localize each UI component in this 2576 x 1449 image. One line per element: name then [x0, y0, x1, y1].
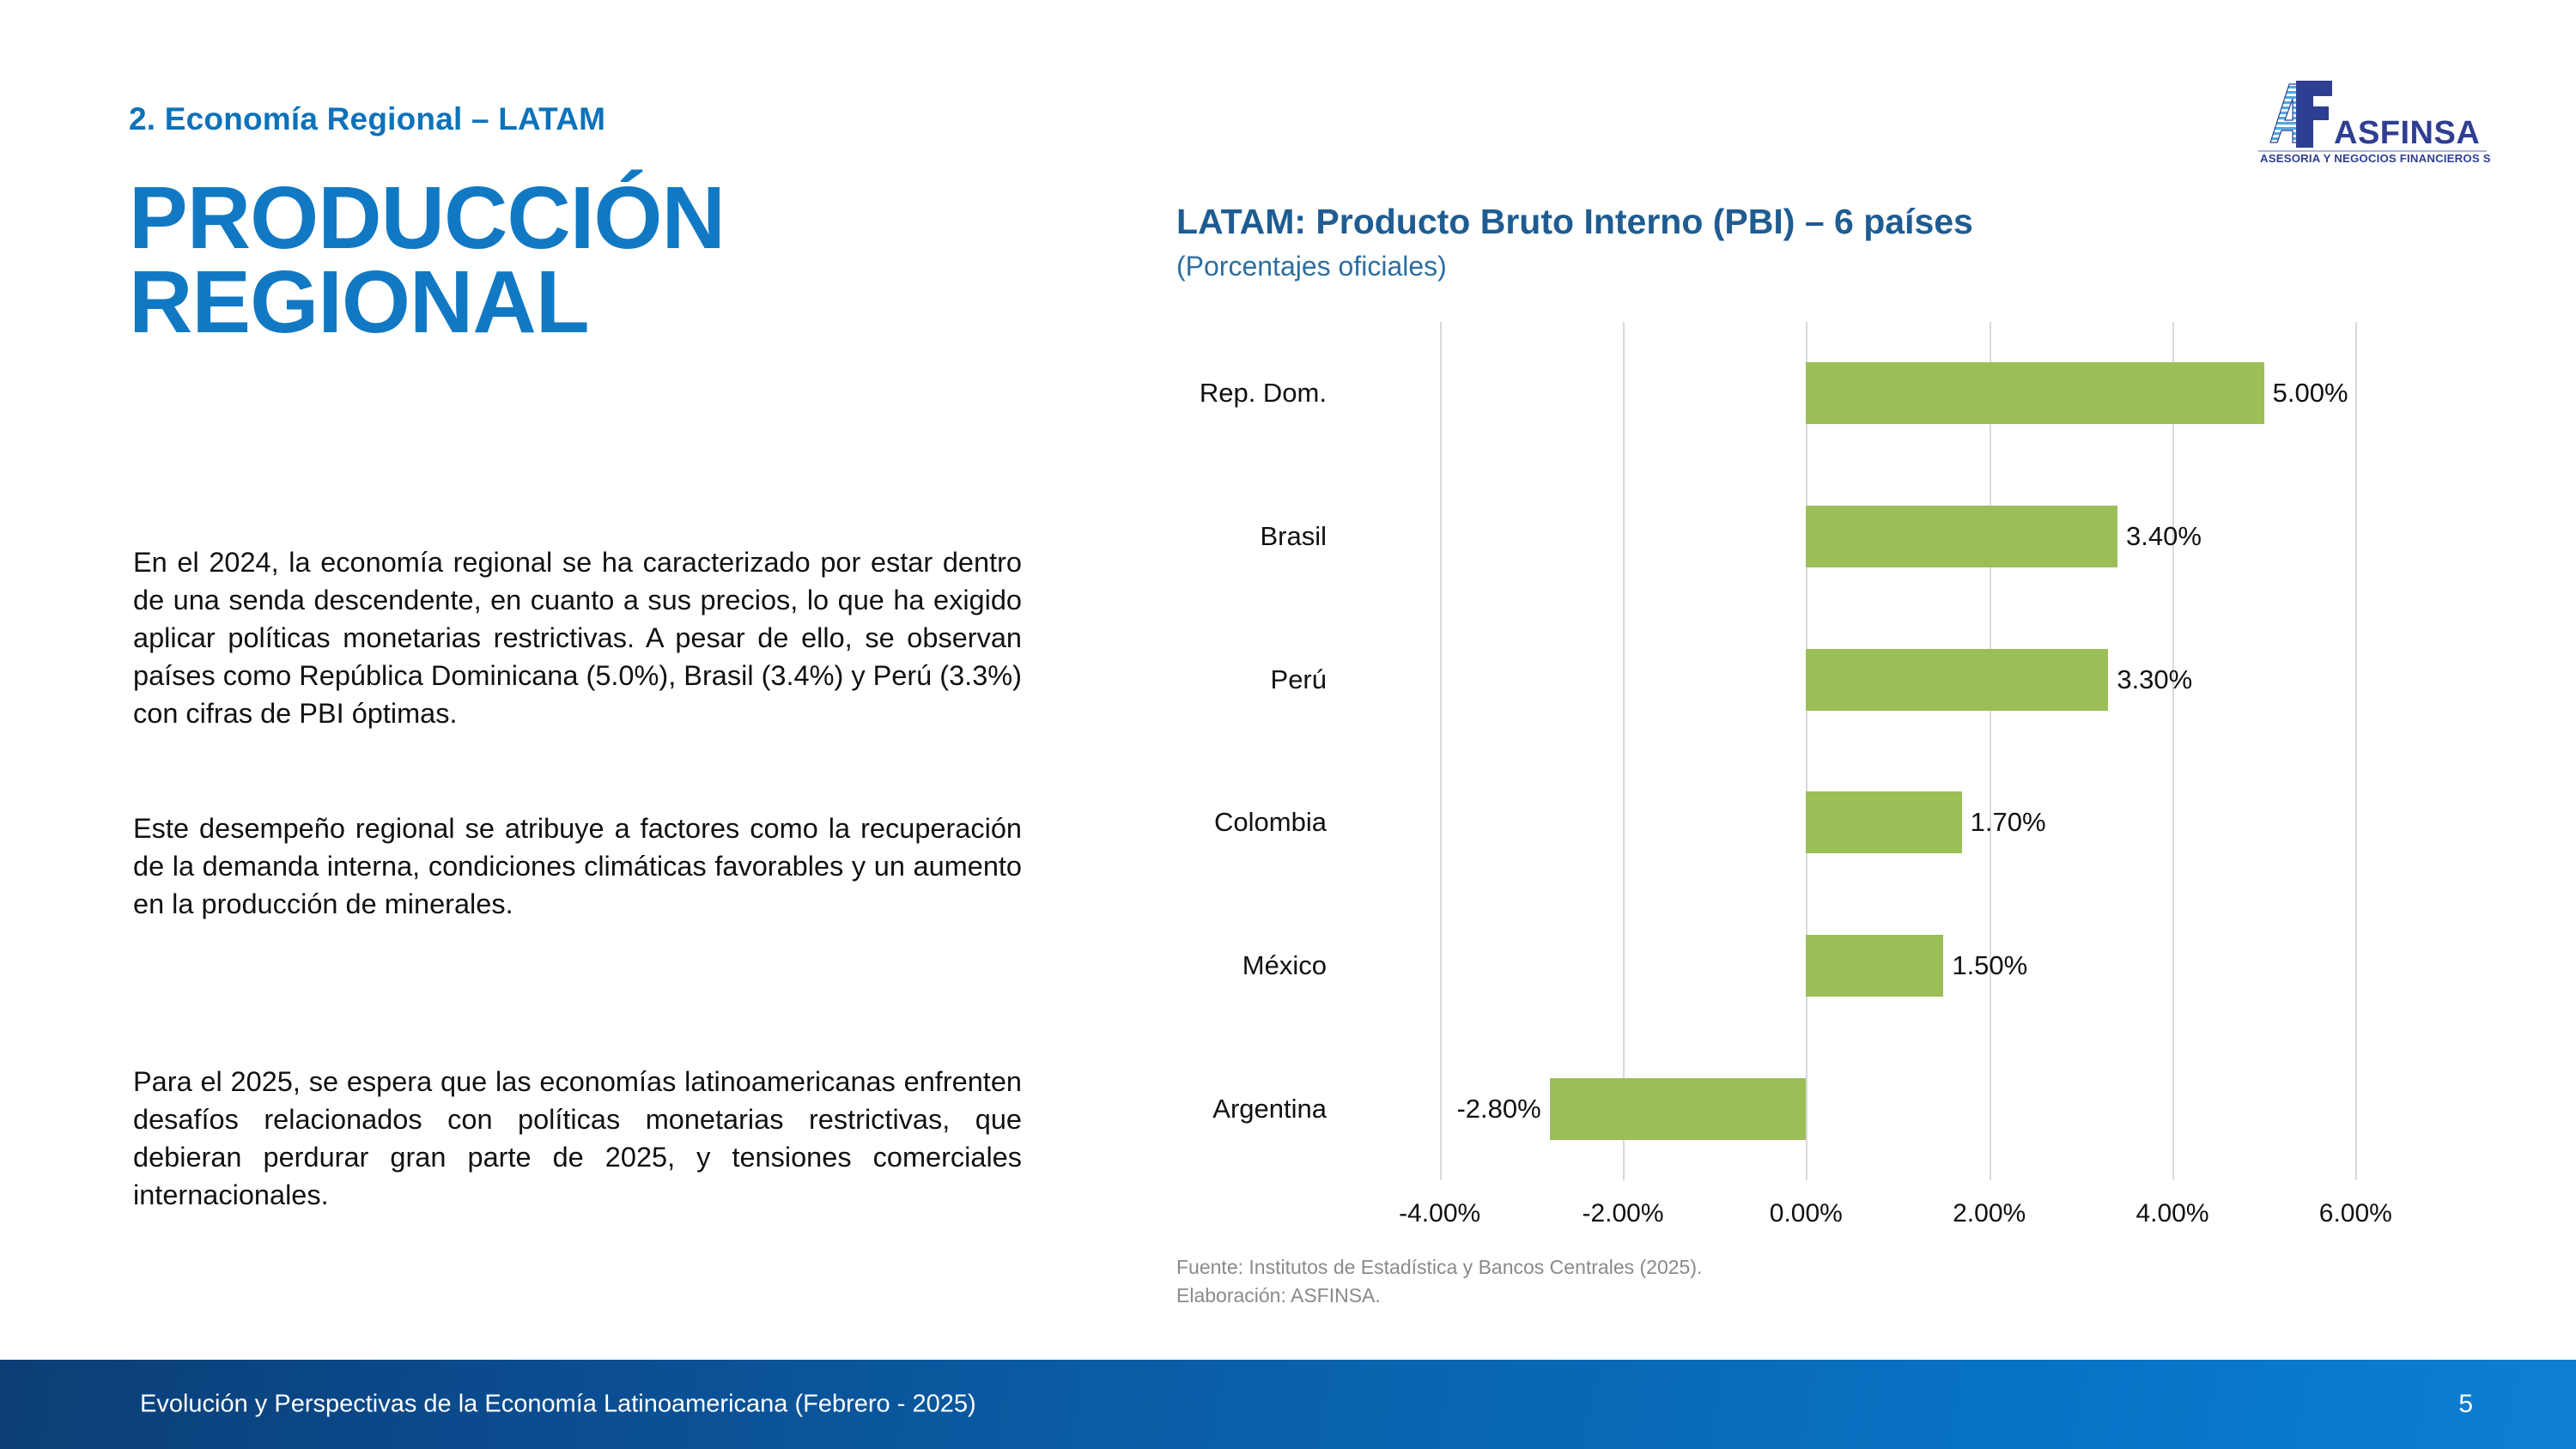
chart-value-label: 1.70%	[1970, 807, 2046, 838]
gridline--2.00%	[1623, 322, 1625, 1180]
chart-bar[interactable]	[1806, 362, 2264, 425]
gridline-0.00%	[1806, 322, 1808, 1180]
footer-title: Evolución y Perspectivas de la Economía …	[140, 1390, 976, 1418]
x-tick-label: 4.00%	[2136, 1199, 2209, 1228]
chart-value-label: 1.50%	[1952, 949, 2028, 980]
chart-bar-area: 3.40%	[1348, 465, 2447, 609]
x-tick-label: -2.00%	[1582, 1199, 1664, 1228]
page-title: PRODUCCIÓN REGIONAL	[129, 168, 1022, 351]
gridline-2.00%	[1989, 322, 1991, 1180]
gridline-6.00%	[2355, 322, 2358, 1180]
chart-plot-area: Rep. Dom. 5.00% Brasil 3.40% Perú 3.30% Colomb…	[1176, 322, 2447, 1245]
chart-bar[interactable]	[1806, 791, 1962, 854]
page-title-line-2: REGIONAL	[129, 252, 590, 351]
logo-tagline: ASESORIA Y NEGOCIOS FINANCIEROS S.A.	[2260, 152, 2490, 165]
footer-page-number: 5	[2458, 1390, 2473, 1418]
left-content-column: 2. Economía Regional – LATAM PRODUCCIÓN …	[129, 0, 1048, 1288]
body-paragraph-2: Este desempeño regional se atribuye a fa…	[133, 812, 1022, 919]
chart-bar-area: -2.80%	[1348, 1037, 2447, 1180]
chart-bar[interactable]	[1549, 1077, 1807, 1140]
chart-row: Brasil 3.40%	[1176, 465, 2447, 609]
gridline-4.00%	[2172, 322, 2174, 1180]
chart-value-label: 3.40%	[2126, 520, 2202, 551]
chart-bar[interactable]	[1806, 648, 2109, 711]
x-tick-label: 2.00%	[1953, 1199, 2026, 1228]
source-line-2: Elaboración: ASFINSA.	[1176, 1284, 1381, 1307]
chart-panel: LATAM: Producto Bruto Interno (PBI) – 6 …	[1176, 202, 2499, 1307]
chart-title: LATAM: Producto Bruto Interno (PBI) – 6 …	[1176, 202, 1973, 241]
chart-gridlines	[1348, 322, 2447, 1180]
chart-x-axis: -4.00% -2.00% 0.00% 2.00% 4.00% 6.00%	[1348, 1180, 2447, 1240]
logo-letter-a-outline	[2269, 83, 2306, 143]
chart-category-label: Argentina	[1212, 1093, 1327, 1124]
section-eyebrow: 2. Economía Regional – LATAM	[129, 101, 606, 136]
asfinsa-logo: ASFINSA ASESORIA Y NEGOCIOS FINANCIEROS …	[2241, 76, 2490, 166]
chart-category-label: Brasil	[1260, 520, 1327, 551]
chart-row: Perú 3.30%	[1176, 608, 2447, 751]
asfinsa-logo-icon: ASFINSA ASESORIA Y NEGOCIOS FINANCIEROS …	[2258, 81, 2490, 165]
chart-bar-rows: Rep. Dom. 5.00% Brasil 3.40% Perú 3.30% Colomb…	[1176, 322, 2447, 1180]
source-line-1: Fuente: Institutos de Estadística y Banc…	[1176, 1256, 1703, 1278]
logo-letter-f	[2296, 81, 2332, 148]
chart-bar-area: 5.00%	[1348, 322, 2447, 465]
chart-bar-area: 1.70%	[1348, 751, 2447, 894]
x-tick-label: 6.00%	[2318, 1199, 2392, 1228]
x-tick-label: 0.00%	[1769, 1199, 1843, 1228]
chart-category-label: México	[1242, 949, 1327, 980]
chart-category-label: Rep. Dom.	[1199, 378, 1327, 409]
chart-row: Colombia 1.70%	[1176, 751, 2447, 894]
chart-category-label: Colombia	[1214, 807, 1327, 838]
logo-wordmark: ASFINSA	[2334, 115, 2480, 151]
chart-bar[interactable]	[1806, 934, 1944, 997]
chart-bar-area: 1.50%	[1348, 894, 2447, 1038]
chart-source-note: Fuente: Institutos de Estadística y Banc…	[1176, 1253, 1702, 1311]
chart-row: Argentina -2.80%	[1176, 1037, 2447, 1180]
chart-value-label: 5.00%	[2272, 378, 2348, 409]
chart-bar-area: 3.30%	[1348, 608, 2447, 751]
gridline--4.00%	[1439, 322, 1442, 1180]
body-paragraph-1: En el 2024, la economía regional se ha c…	[133, 546, 1023, 730]
chart-row: México 1.50%	[1176, 894, 2447, 1038]
chart-row: Rep. Dom. 5.00%	[1176, 322, 2447, 465]
page-title-line-1: PRODUCCIÓN	[129, 168, 726, 267]
slide-footer: Evolución y Perspectivas de la Economía …	[0, 1360, 2576, 1449]
chart-bar[interactable]	[1806, 505, 2117, 567]
chart-category-label: Perú	[1270, 664, 1327, 694]
x-tick-label: -4.00%	[1399, 1199, 1481, 1228]
chart-subtitle: (Porcentajes oficiales)	[1176, 251, 1447, 282]
chart-value-label: -2.80%	[1456, 1093, 1541, 1124]
chart-value-label: 3.30%	[2117, 664, 2193, 694]
body-paragraph-3: Para el 2025, se espera que las economía…	[133, 1065, 1022, 1211]
